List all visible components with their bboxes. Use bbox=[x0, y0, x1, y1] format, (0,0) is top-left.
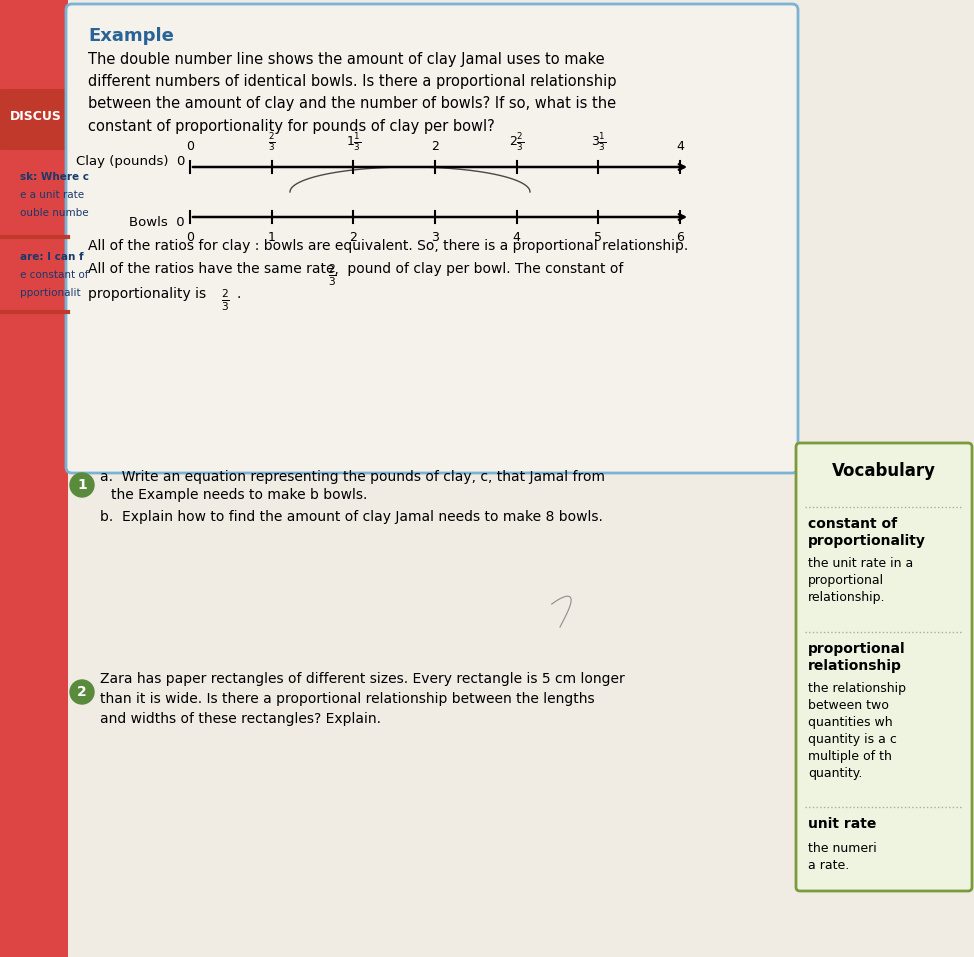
Text: $\frac{2}{3}$: $\frac{2}{3}$ bbox=[221, 287, 230, 313]
Text: e a unit rate: e a unit rate bbox=[20, 190, 84, 200]
Text: than it is wide. Is there a proportional relationship between the lengths: than it is wide. Is there a proportional… bbox=[100, 692, 594, 706]
Text: the Example needs to make b bowls.: the Example needs to make b bowls. bbox=[111, 488, 367, 502]
Text: 0: 0 bbox=[186, 231, 194, 244]
Text: The double number line shows the amount of clay Jamal uses to make
different num: The double number line shows the amount … bbox=[88, 52, 617, 134]
Text: 6: 6 bbox=[676, 231, 684, 244]
FancyBboxPatch shape bbox=[0, 0, 68, 957]
Text: 3: 3 bbox=[431, 231, 439, 244]
Text: 2: 2 bbox=[350, 231, 357, 244]
Text: All of the ratios have the same rate,: All of the ratios have the same rate, bbox=[88, 262, 343, 276]
Text: are: I can f: are: I can f bbox=[20, 252, 84, 262]
Text: Clay (pounds)  0: Clay (pounds) 0 bbox=[76, 155, 185, 168]
FancyBboxPatch shape bbox=[0, 89, 73, 150]
Text: 4: 4 bbox=[676, 140, 684, 153]
Text: $2\frac{2}{3}$: $2\frac{2}{3}$ bbox=[508, 131, 524, 153]
Text: .: . bbox=[237, 287, 242, 301]
FancyBboxPatch shape bbox=[796, 443, 972, 891]
Text: the unit rate in a
proportional
relationship.: the unit rate in a proportional relation… bbox=[808, 557, 914, 604]
Text: $\frac{2}{3}$: $\frac{2}{3}$ bbox=[268, 131, 276, 153]
Circle shape bbox=[70, 473, 94, 497]
Text: 0: 0 bbox=[186, 140, 194, 153]
Text: 5: 5 bbox=[594, 231, 602, 244]
Text: b.  Explain how to find the amount of clay Jamal needs to make 8 bowls.: b. Explain how to find the amount of cla… bbox=[100, 510, 603, 524]
Text: proportionality is: proportionality is bbox=[88, 287, 210, 301]
Text: 2: 2 bbox=[77, 685, 87, 699]
Text: the relationship
between two
quantities wh
quantity is a c
multiple of th
quanti: the relationship between two quantities … bbox=[808, 682, 906, 780]
Text: sk: Where c: sk: Where c bbox=[20, 172, 89, 182]
Text: pportionalit: pportionalit bbox=[20, 288, 81, 298]
Text: ouble numbe: ouble numbe bbox=[20, 208, 89, 218]
Text: Zara has paper rectangles of different sizes. Every rectangle is 5 cm longer: Zara has paper rectangles of different s… bbox=[100, 672, 624, 686]
Text: DISCUS: DISCUS bbox=[10, 110, 62, 123]
Text: 4: 4 bbox=[512, 231, 521, 244]
Text: the numeri
a rate.: the numeri a rate. bbox=[808, 842, 877, 872]
Text: $3\frac{1}{3}$: $3\frac{1}{3}$ bbox=[590, 131, 606, 153]
Text: 1: 1 bbox=[268, 231, 276, 244]
Text: constant of
proportionality: constant of proportionality bbox=[808, 517, 926, 548]
Text: proportional
relationship: proportional relationship bbox=[808, 642, 906, 674]
Text: unit rate: unit rate bbox=[808, 817, 877, 831]
Text: 2: 2 bbox=[431, 140, 439, 153]
Text: $1\frac{1}{3}$: $1\frac{1}{3}$ bbox=[346, 131, 361, 153]
Text: 1: 1 bbox=[77, 478, 87, 492]
Text: $\frac{2}{3}$: $\frac{2}{3}$ bbox=[328, 262, 337, 287]
Text: Vocabulary: Vocabulary bbox=[832, 462, 936, 480]
Text: Example: Example bbox=[88, 27, 174, 45]
Text: Bowls  0: Bowls 0 bbox=[130, 215, 185, 229]
Text: pound of clay per bowl. The constant of: pound of clay per bowl. The constant of bbox=[343, 262, 623, 276]
Text: a.  Write an equation representing the pounds of clay, c, that Jamal from: a. Write an equation representing the po… bbox=[100, 470, 605, 484]
Text: and widths of these rectangles? Explain.: and widths of these rectangles? Explain. bbox=[100, 712, 381, 726]
FancyBboxPatch shape bbox=[66, 4, 798, 473]
Text: e constant of: e constant of bbox=[20, 270, 89, 280]
Text: All of the ratios for clay : bowls are equivalent. So, there is a proportional r: All of the ratios for clay : bowls are e… bbox=[88, 239, 689, 253]
Circle shape bbox=[70, 680, 94, 704]
